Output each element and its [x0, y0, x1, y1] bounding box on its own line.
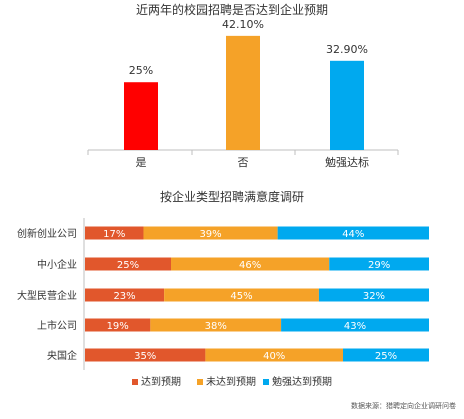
- bottom-chart-segment: [171, 257, 330, 271]
- legend-swatch: [197, 379, 203, 385]
- bottom-chart-segment-label: 19%: [107, 321, 129, 332]
- bottom-chart-segment: [150, 318, 282, 332]
- bottom-chart-segment: [85, 257, 171, 271]
- legend-swatch: [263, 379, 269, 385]
- top-chart-bar: [124, 82, 158, 150]
- top-chart-bar: [330, 60, 364, 150]
- bottom-chart-segment: [85, 318, 151, 332]
- top-chart-value-label: 25%: [129, 64, 153, 77]
- bottom-chart-segment-label: 38%: [205, 321, 227, 332]
- source-note: 数据来源：猎聘定向企业调研问卷: [351, 401, 456, 410]
- bottom-chart-segment-label: 35%: [134, 351, 156, 362]
- bottom-chart-segment-label: 45%: [230, 291, 252, 302]
- bottom-chart-segment-label: 44%: [342, 229, 364, 240]
- bottom-chart-segment: [277, 226, 429, 240]
- top-chart-value-label: 42.10%: [222, 18, 264, 31]
- top-chart-category-label: 否: [238, 156, 249, 169]
- legend-label: 勉强达到预期: [272, 375, 332, 388]
- bottom-chart-category-label: 大型民营企业: [17, 289, 77, 302]
- top-chart-category-label: 勉强达标: [325, 155, 369, 169]
- top-chart-value-label: 32.90%: [326, 43, 368, 56]
- bottom-chart-segment: [329, 257, 429, 271]
- bottom-chart: 按企业类型招聘满意度调研 创新创业公司 17% 39% 44% 中小企业 25% 46% 29…: [17, 189, 429, 370]
- bottom-chart-segment-label: 40%: [263, 351, 285, 362]
- bottom-chart-title: 按企业类型招聘满意度调研: [160, 189, 304, 204]
- legend-label: 达到预期: [141, 376, 181, 388]
- bottom-chart-segment-label: 25%: [117, 260, 139, 271]
- legend-label: 未达到预期: [206, 376, 256, 388]
- bottom-chart-segment-label: 46%: [239, 260, 261, 271]
- bottom-chart-segment-label: 25%: [375, 351, 397, 362]
- bottom-chart-segment: [143, 226, 278, 240]
- bottom-chart-category-label: 央国企: [47, 349, 77, 362]
- bottom-chart-segment-label: 32%: [363, 291, 385, 302]
- bottom-chart-segment: [205, 348, 343, 362]
- bottom-chart-segment: [281, 318, 429, 332]
- bottom-chart-segment-label: 43%: [344, 321, 366, 332]
- bottom-chart-segment: [164, 288, 319, 302]
- top-chart-title: 近两年的校园招聘是否达到企业预期: [136, 2, 328, 17]
- bottom-chart-segment-label: 23%: [113, 291, 135, 302]
- bottom-chart-category-label: 上市公司: [37, 319, 77, 332]
- bottom-chart-segment: [85, 348, 206, 362]
- bottom-chart-segment-label: 39%: [199, 229, 221, 240]
- bottom-chart-segment-label: 17%: [103, 229, 125, 240]
- bottom-chart-segment-label: 29%: [368, 260, 390, 271]
- top-chart: 近两年的校园招聘是否达到企业预期 25% 是 42.10% 否 32.90% 勉强达标: [87, 2, 399, 169]
- bottom-chart-segment: [318, 288, 429, 302]
- bottom-chart-segment: [85, 226, 144, 240]
- legend: 达到预期 未达到预期 勉强达到预期: [132, 375, 332, 388]
- bottom-chart-category-label: 创新创业公司: [17, 227, 77, 240]
- legend-swatch: [132, 379, 138, 385]
- bottom-chart-segment: [85, 288, 165, 302]
- bottom-chart-category-label: 中小企业: [37, 258, 77, 271]
- top-chart-bar: [226, 35, 260, 150]
- bottom-chart-segment: [343, 348, 429, 362]
- top-chart-category-label: 是: [136, 156, 147, 169]
